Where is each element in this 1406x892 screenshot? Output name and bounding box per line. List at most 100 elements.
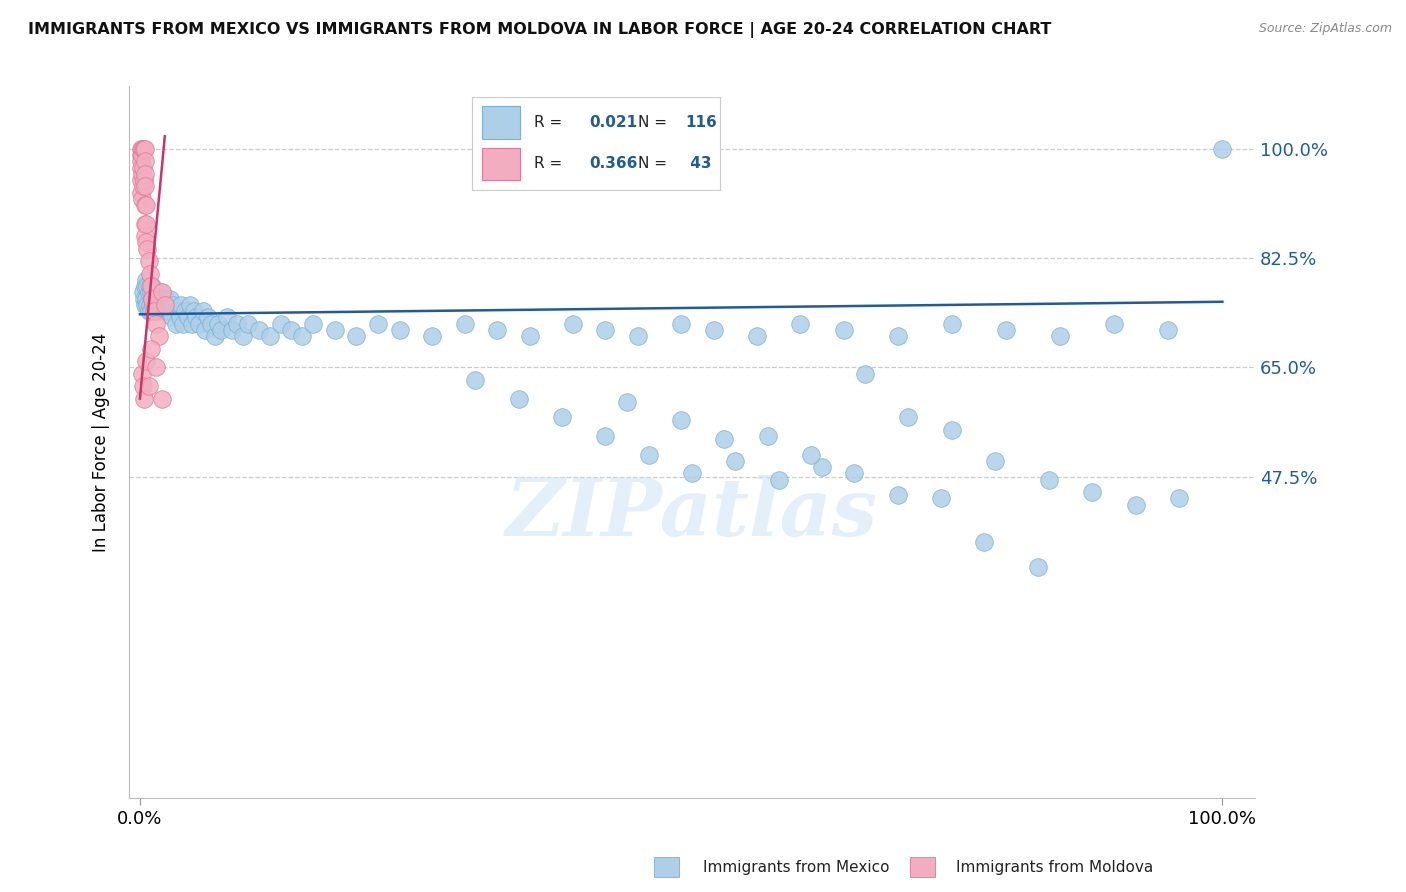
- Point: [162, 310, 184, 325]
- Point: [135, 217, 157, 231]
- Point: [637, 448, 659, 462]
- Text: Immigrants from Mexico: Immigrants from Mexico: [703, 860, 890, 874]
- Point: [302, 317, 325, 331]
- Point: [138, 254, 160, 268]
- Point: [1157, 323, 1180, 337]
- Point: [159, 292, 181, 306]
- Point: [134, 142, 156, 156]
- Point: [886, 488, 908, 502]
- Point: [551, 410, 574, 425]
- Point: [138, 267, 160, 281]
- Point: [172, 317, 194, 331]
- Point: [832, 323, 855, 337]
- Point: [145, 360, 167, 375]
- Point: [139, 304, 162, 318]
- Point: [152, 292, 174, 306]
- Text: Source: ZipAtlas.com: Source: ZipAtlas.com: [1258, 22, 1392, 36]
- Y-axis label: In Labor Force | Age 20-24: In Labor Force | Age 20-24: [93, 333, 110, 552]
- Point: [1125, 498, 1147, 512]
- Point: [139, 285, 162, 300]
- Point: [143, 292, 166, 306]
- Point: [134, 392, 156, 406]
- Point: [561, 317, 583, 331]
- Point: [134, 154, 156, 169]
- Point: [138, 285, 160, 300]
- Point: [929, 491, 952, 506]
- Point: [1211, 142, 1233, 156]
- Point: [134, 279, 156, 293]
- Point: [1168, 491, 1191, 506]
- Point: [135, 354, 157, 368]
- Point: [150, 285, 173, 300]
- Point: [139, 342, 162, 356]
- Point: [713, 432, 735, 446]
- Point: [136, 279, 159, 293]
- Text: IMMIGRANTS FROM MEXICO VS IMMIGRANTS FROM MOLDOVA IN LABOR FORCE | AGE 20-24 COR: IMMIGRANTS FROM MEXICO VS IMMIGRANTS FRO…: [28, 22, 1052, 38]
- Point: [941, 317, 963, 331]
- Point: [135, 273, 157, 287]
- Point: [170, 298, 193, 312]
- Point: [508, 392, 530, 406]
- Point: [131, 167, 153, 181]
- Point: [194, 323, 217, 337]
- Point: [595, 429, 617, 443]
- Point: [145, 317, 167, 331]
- Point: [200, 317, 222, 331]
- Point: [138, 279, 160, 293]
- Point: [897, 410, 920, 425]
- Point: [134, 142, 156, 156]
- Point: [941, 423, 963, 437]
- Point: [197, 310, 219, 325]
- Point: [232, 329, 254, 343]
- Point: [134, 179, 156, 194]
- Point: [143, 304, 166, 318]
- Point: [129, 154, 152, 169]
- Point: [853, 367, 876, 381]
- Point: [162, 298, 184, 312]
- Point: [886, 329, 908, 343]
- Point: [135, 292, 157, 306]
- Point: [595, 323, 617, 337]
- Point: [519, 329, 541, 343]
- Point: [221, 323, 243, 337]
- Point: [280, 323, 302, 337]
- Point: [135, 198, 157, 212]
- Point: [756, 429, 779, 443]
- Point: [259, 329, 281, 343]
- Point: [669, 413, 692, 427]
- Point: [486, 323, 509, 337]
- Point: [153, 304, 176, 318]
- Point: [141, 279, 163, 293]
- Point: [1028, 560, 1050, 574]
- Text: Immigrants from Moldova: Immigrants from Moldova: [956, 860, 1153, 874]
- Point: [129, 148, 152, 162]
- Point: [152, 298, 174, 312]
- Point: [166, 304, 188, 318]
- Point: [136, 298, 159, 312]
- Point: [134, 217, 156, 231]
- Point: [150, 304, 173, 318]
- Point: [136, 242, 159, 256]
- Point: [134, 167, 156, 181]
- Point: [453, 317, 475, 331]
- Point: [183, 304, 205, 318]
- Point: [132, 179, 155, 194]
- Point: [145, 285, 167, 300]
- Point: [142, 285, 165, 300]
- Point: [135, 235, 157, 250]
- Point: [134, 298, 156, 312]
- Point: [179, 298, 201, 312]
- Point: [1081, 485, 1104, 500]
- Point: [994, 323, 1017, 337]
- Point: [176, 310, 198, 325]
- Point: [141, 292, 163, 306]
- Point: [984, 454, 1007, 468]
- Point: [134, 229, 156, 244]
- Point: [844, 467, 866, 481]
- Point: [174, 304, 197, 318]
- Point: [627, 329, 650, 343]
- Point: [388, 323, 411, 337]
- Point: [134, 173, 156, 187]
- Point: [129, 173, 152, 187]
- Point: [800, 448, 823, 462]
